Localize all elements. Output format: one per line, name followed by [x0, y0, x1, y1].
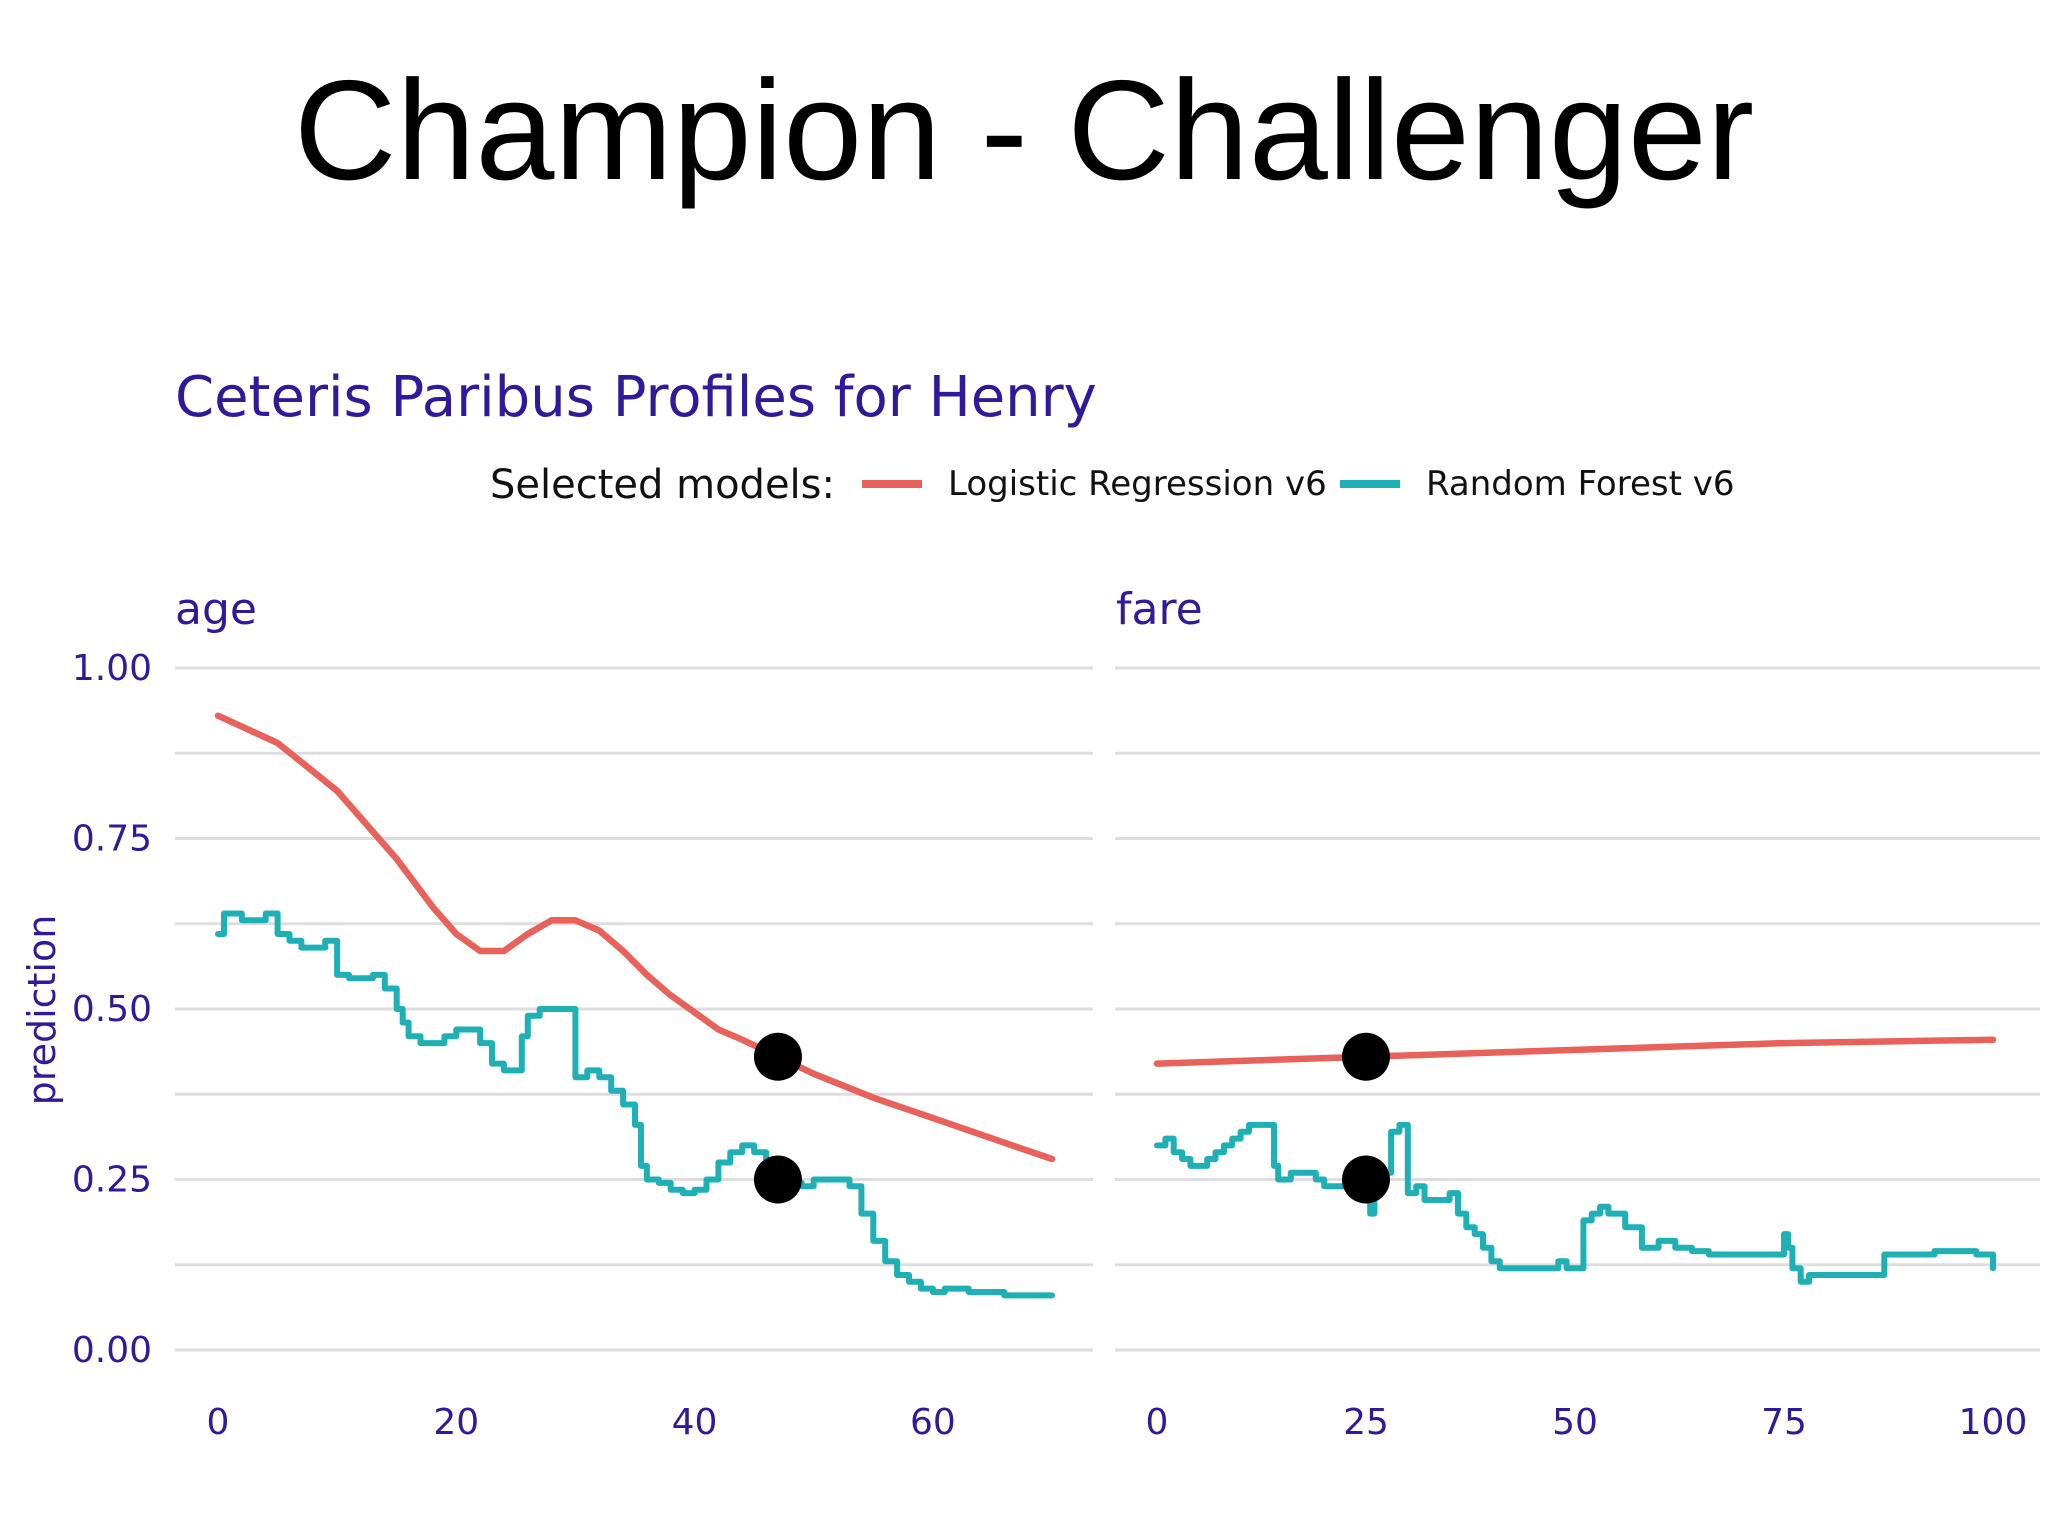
facet-label-fare: fare	[1116, 584, 1203, 635]
legend-label-random-forest: Random Forest v6	[1426, 464, 1734, 504]
x-tick-label: 50	[1552, 1402, 1598, 1443]
series-line-logistic-regression-v6	[1153, 1036, 1997, 1067]
x-tick-label: 100	[1959, 1402, 2028, 1443]
x-tick-label: 60	[910, 1402, 956, 1443]
x-tick-label: 75	[1761, 1402, 1807, 1443]
y-tick-label: 0.75	[72, 819, 152, 860]
observation-point-random-forest-v6	[1342, 1155, 1390, 1204]
observation-point-random-forest-v6	[753, 1155, 802, 1204]
x-tick-label: 0	[1146, 1402, 1169, 1443]
y-tick-label: 0.50	[72, 989, 152, 1030]
chart-title: Ceteris Paribus Profiles for Henry	[175, 365, 1097, 430]
y-tick-label: 1.00	[72, 648, 152, 689]
observation-point-logistic-regression-v6	[753, 1032, 802, 1081]
facet-age: age 0 20 40 60	[175, 584, 1093, 1443]
slide-title: Champion - Challenger	[293, 51, 1755, 210]
y-tick-labels: 0.00 0.25 0.50 0.75 1.00	[72, 648, 152, 1371]
x-tick-label: 25	[1343, 1402, 1389, 1443]
facet-label-age: age	[175, 584, 257, 635]
x-tick-label: 0	[207, 1402, 230, 1443]
observation-point-logistic-regression-v6	[1342, 1032, 1390, 1081]
gridlines	[175, 666, 1093, 1352]
x-tick-label: 20	[433, 1402, 479, 1443]
facet-fare: fare 0 25 50 75 100	[1115, 584, 2040, 1443]
legend: Selected models: Logistic Regression v6 …	[490, 462, 1734, 508]
y-axis-title: prediction	[20, 915, 64, 1106]
series-line-random-forest-v6	[1154, 1121, 1996, 1285]
legend-title: Selected models:	[490, 462, 835, 508]
y-tick-label: 0.25	[72, 1160, 152, 1201]
x-tick-label: 40	[672, 1402, 718, 1443]
series-line-logistic-regression-v6	[214, 712, 1056, 1163]
series-line-random-forest-v6	[215, 910, 1055, 1299]
gridlines	[1115, 666, 2040, 1352]
y-tick-label: 0.00	[72, 1330, 152, 1371]
legend-label-logistic-regression: Logistic Regression v6	[948, 464, 1327, 504]
